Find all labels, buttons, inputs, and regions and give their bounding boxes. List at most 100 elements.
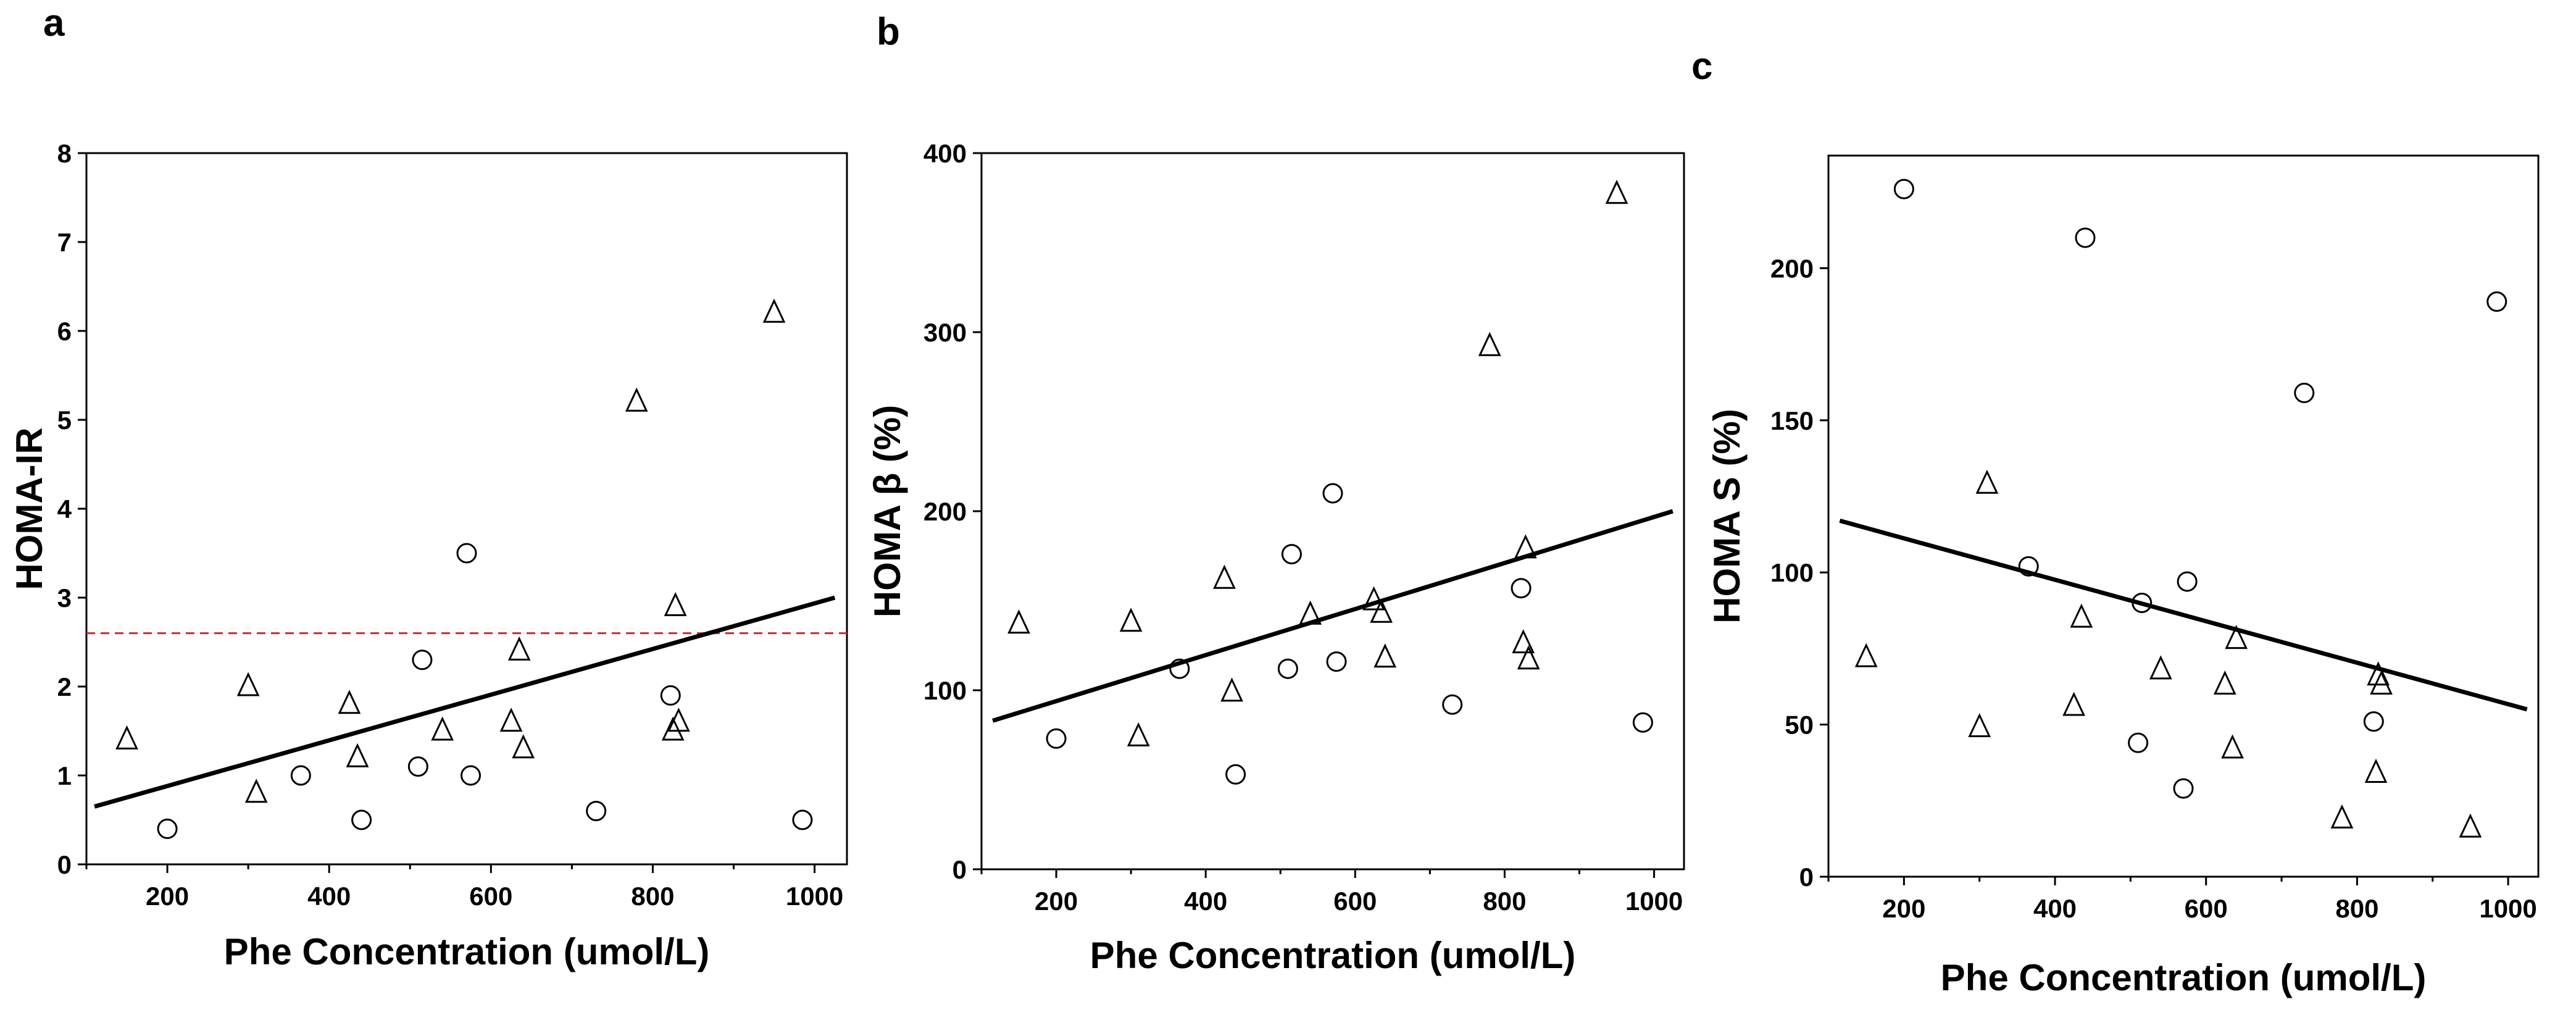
panel-c-triangle-point	[1854, 643, 1878, 667]
panel-b-x-tick-label: 600	[1333, 887, 1377, 916]
panel-a-triangle-point	[346, 743, 369, 767]
panel-c-y-tick-label: 100	[1770, 558, 1814, 587]
panel-b-triangle-point	[1119, 608, 1143, 632]
panel-b-chart: b 200 400 600 800 1000 0 100 200 300 400 Phe Conc…	[867, 10, 1685, 976]
panel-a-circle-point	[456, 543, 477, 564]
panel-a-x-tick-label: 600	[469, 882, 512, 911]
panel-b-x-axis-title: Phe Concentration (umol/L)	[1090, 935, 1576, 976]
panel-a-circle-point	[351, 809, 372, 830]
panel-a-triangle-point	[507, 636, 531, 661]
panel-b-y-tick-label: 400	[923, 139, 967, 168]
panel-c-x-tick-label: 800	[2335, 894, 2378, 923]
panel-a-circle-point	[412, 650, 433, 670]
panel-b-triangle-point	[1514, 534, 1537, 559]
panel-c-circle-point	[2132, 592, 2153, 613]
panel-b-triangle-point	[1362, 586, 1385, 611]
panel-c-triangle-point	[1968, 712, 1991, 738]
panel-c-triangle-point	[2330, 804, 2354, 829]
panel-b-circle-point	[1326, 651, 1347, 672]
panel-a-triangle-point	[431, 716, 454, 741]
panel-a-y-tick-label: 2	[57, 672, 72, 701]
panel-a-y-tick-label: 5	[57, 406, 72, 435]
panel-b-triangle-point	[1478, 332, 1501, 356]
panel-a-circle-point	[157, 818, 178, 839]
panel-a-x-tick-label: 400	[307, 882, 351, 911]
panel-a-triangle-point	[661, 716, 685, 741]
panel-c-circle-point	[1893, 178, 1914, 199]
panel-b-fit-layer	[992, 509, 1674, 723]
panel-a-triangle-point	[236, 672, 260, 696]
panel-b-x-tick-label: 200	[1035, 887, 1078, 916]
panel-a-triangle-point	[244, 779, 268, 803]
panel-b-letter: b	[877, 10, 900, 53]
panel-a-y-tick-label: 6	[57, 317, 72, 346]
panel-c-triangle-point	[2364, 758, 2388, 783]
panel-a-triangle-point	[762, 298, 786, 323]
panel-a-regression-line	[94, 595, 836, 809]
panel-c-triangle-point	[2070, 603, 2093, 628]
panel-c-triangle-point	[1975, 469, 1999, 494]
panel-a-circle-point	[407, 756, 428, 777]
panel-c-x-axis-title: Phe Concentration (umol/L)	[1941, 957, 2427, 998]
panel-a-circle-point	[660, 685, 681, 706]
panel-a-triangle-point	[664, 591, 687, 616]
panel-c-triangle-point	[2370, 670, 2393, 695]
panel-c-letter: c	[1691, 45, 1712, 88]
panel-b-triangle-point	[1373, 643, 1397, 668]
panel-a-y-tick-label: 4	[57, 495, 72, 524]
panel-c-chart: c 200 400 600 800 1000 0 50 100 150 200 Phe Conce…	[1691, 45, 2540, 998]
panel-b-circle-point	[1632, 712, 1653, 733]
panel-c-y-tick-label: 150	[1770, 406, 1814, 435]
panel-c-triangle-point	[2225, 625, 2248, 650]
panel-b-circle-point	[1046, 728, 1067, 749]
panel-c-triangle-point	[2367, 661, 2390, 686]
panel-a-triangle-point	[512, 734, 535, 759]
panel-a-circle-point	[290, 765, 311, 786]
panel-a-fit-layer	[94, 595, 836, 809]
panel-b-triangle-point	[1370, 598, 1393, 623]
panel-a-triangle-point	[625, 387, 648, 412]
panel-b-ticks: 200 400 600 800 1000 0 100 200 300 400	[923, 139, 1683, 916]
panel-b-circle-point	[1511, 578, 1532, 599]
panel-b-points	[1007, 180, 1653, 785]
panel-b-regression-line	[992, 509, 1674, 723]
panel-b-triangle-point	[1007, 609, 1030, 634]
panel-c-x-tick-label: 1000	[2479, 894, 2536, 923]
panel-a-triangle-point	[667, 708, 690, 732]
panel-a-triangle-point	[499, 708, 523, 732]
panel-a-y-tick-label: 3	[57, 583, 72, 612]
panel-c-fit-layer	[1839, 519, 2528, 712]
panel-c-y-tick-label: 200	[1770, 254, 1814, 283]
panel-a-points	[115, 298, 813, 839]
panel-b-circle-point	[1442, 694, 1463, 715]
panel-c-plot-area	[1827, 154, 2540, 878]
panel-a-x-tick-label: 200	[146, 882, 189, 911]
panel-b-triangle-point	[1512, 629, 1535, 654]
panel-b-y-tick-label: 0	[952, 855, 967, 884]
panel-c-triangle-point	[2459, 813, 2482, 838]
panel-a-y-tick-label: 0	[57, 850, 72, 879]
panel-b-circle-point	[1322, 483, 1343, 504]
panel-a-circle-point	[792, 809, 813, 830]
panel-b-triangle-point	[1517, 645, 1540, 670]
panel-c-circle-point	[2075, 227, 2096, 248]
panel-c-triangle-point	[2149, 655, 2172, 680]
panel-b-circle-point	[1225, 764, 1246, 785]
panel-b-x-tick-label: 400	[1184, 887, 1227, 916]
panel-a-y-tick-label: 7	[57, 228, 72, 257]
panel-a-x-tick-label: 1000	[786, 882, 843, 911]
panel-b-x-tick-label: 800	[1483, 887, 1526, 916]
panel-b-triangle-point	[1299, 600, 1322, 625]
panel-c-circle-point	[2177, 571, 2198, 592]
panel-b-circle-point	[1281, 544, 1302, 565]
panel-c-circle-point	[2018, 556, 2039, 577]
panel-a-y-axis-title: HOMA-IR	[9, 427, 50, 590]
panel-c-ticks: 200 400 600 800 1000 0 50 100 150 200	[1770, 254, 2537, 923]
panel-a-y-tick-label: 1	[57, 761, 72, 790]
panel-a-x-tick-label: 800	[631, 882, 674, 911]
panel-b-circle-point	[1169, 658, 1190, 679]
panel-c-x-tick-label: 200	[1882, 894, 1925, 923]
panel-b-triangle-point	[1220, 677, 1243, 702]
panel-c-circle-point	[2486, 291, 2507, 312]
